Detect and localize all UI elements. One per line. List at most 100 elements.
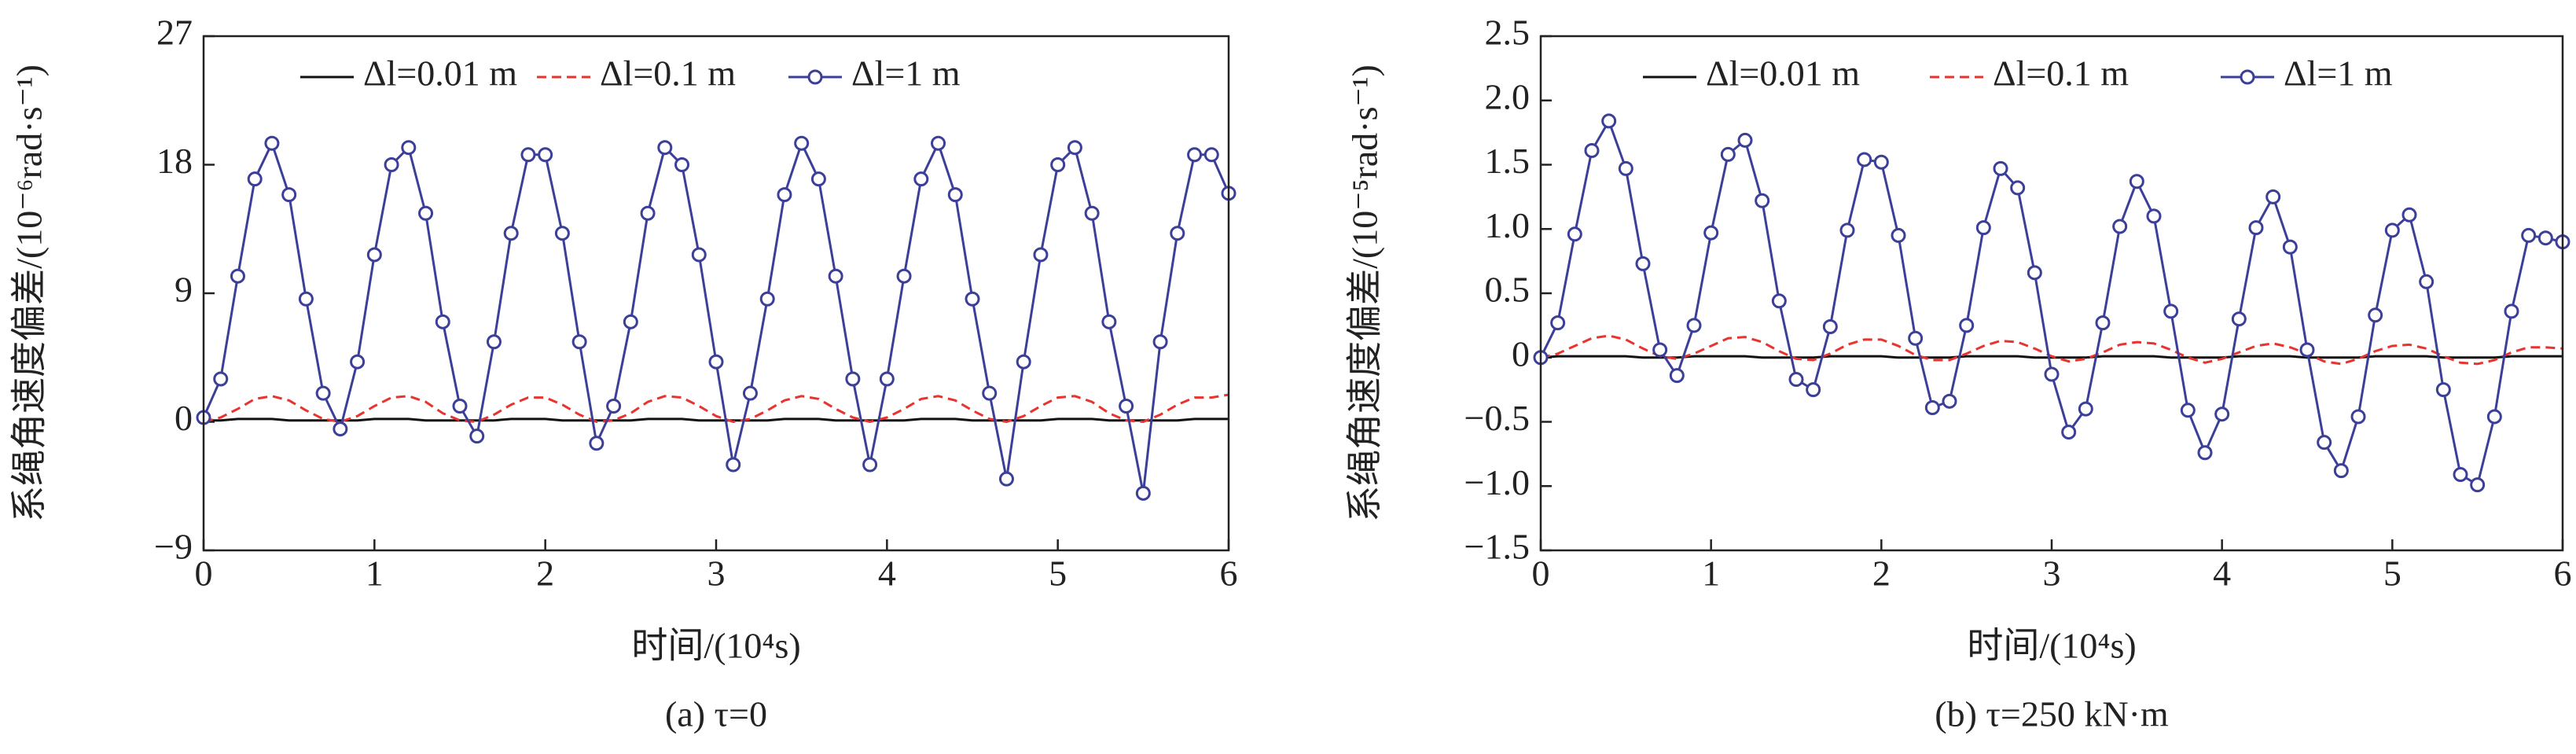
marker <box>2299 342 2315 358</box>
marker <box>1806 382 1821 398</box>
marker <box>503 226 519 241</box>
marker <box>384 157 399 172</box>
marker <box>2163 303 2179 319</box>
marker <box>2537 230 2553 246</box>
x-tick-label: 1 <box>366 554 384 594</box>
marker <box>1601 113 1617 129</box>
marker <box>1618 160 1633 176</box>
marker <box>606 399 622 414</box>
marker <box>965 291 980 307</box>
marker <box>469 428 485 444</box>
marker <box>2504 303 2519 319</box>
plot-frame <box>1539 35 2564 552</box>
marker <box>1033 247 1049 263</box>
y-tick-label: 0 <box>1512 333 1530 373</box>
x-tick-label: 6 <box>1220 554 1238 594</box>
series-line <box>1541 334 2563 366</box>
marker <box>2317 435 2332 451</box>
y-tick-label: 1.0 <box>1485 205 1531 245</box>
marker <box>1788 372 1804 388</box>
marker <box>794 135 810 151</box>
y-tick-label: 0 <box>175 398 193 438</box>
marker <box>2435 382 2451 398</box>
marker <box>1567 226 1582 242</box>
marker <box>1720 146 1736 162</box>
marker <box>691 247 707 263</box>
marker <box>1050 157 1066 172</box>
marker <box>1703 225 1719 241</box>
y-tick-label: −1.0 <box>1464 462 1530 502</box>
marker <box>657 140 673 156</box>
x-tick-label: 5 <box>1049 554 1067 594</box>
marker <box>366 247 382 263</box>
marker <box>486 334 502 350</box>
x-tick-label: 0 <box>195 554 213 594</box>
x-tick-label: 5 <box>2383 554 2401 594</box>
plot-frame <box>202 35 1230 552</box>
x-tick-label: 4 <box>2213 554 2231 594</box>
marker <box>1187 147 1203 163</box>
marker <box>418 205 434 221</box>
marker <box>2010 180 2026 196</box>
marker <box>708 354 724 370</box>
marker <box>1119 399 1134 414</box>
marker <box>1959 318 1975 333</box>
marker <box>1755 193 1770 208</box>
y-tick-label: −1.5 <box>1464 527 1530 567</box>
marker <box>1067 140 1082 156</box>
marker <box>2095 315 2111 331</box>
marker <box>1839 223 1855 238</box>
marker <box>1857 152 1872 167</box>
x-tick-label: 3 <box>2043 554 2061 594</box>
y-tick-label: 1.5 <box>1485 141 1531 181</box>
x-tick-label: 2 <box>536 554 554 594</box>
marker <box>1652 342 1668 358</box>
marker <box>1975 220 1991 236</box>
series-line <box>1541 355 2563 359</box>
legend-label: Δl=0.01 m <box>363 53 517 94</box>
marker <box>1584 143 1600 159</box>
caption: (a) τ=0 <box>665 694 767 734</box>
series-line <box>1541 118 2563 487</box>
marker <box>2129 174 2144 189</box>
y-tick-label: −9 <box>154 527 193 567</box>
x-tick-label: 4 <box>878 554 896 594</box>
marker <box>2384 223 2400 238</box>
marker <box>810 171 826 187</box>
marker <box>2044 366 2060 382</box>
legend-label: Δl=1 m <box>851 53 961 94</box>
marker <box>640 205 656 221</box>
y-tick-label: 9 <box>175 270 193 310</box>
x-tick-label: 3 <box>707 554 726 594</box>
x-tick-label: 1 <box>1702 554 1720 594</box>
marker <box>2231 311 2247 327</box>
y-tick-label: 2.0 <box>1485 76 1531 116</box>
marker <box>1873 154 1889 170</box>
marker <box>2350 409 2366 425</box>
marker <box>2197 445 2213 461</box>
marker <box>281 187 297 203</box>
marker <box>589 436 604 451</box>
marker <box>982 385 998 401</box>
marker <box>350 354 366 370</box>
y-axis-label: 系绳角速度偏差/(10⁻⁶rad·s⁻¹) <box>9 64 50 522</box>
series-line <box>204 417 1229 422</box>
marker <box>2419 274 2435 289</box>
marker <box>1101 314 1117 329</box>
y-tick-label: 27 <box>156 13 193 53</box>
marker <box>2521 227 2537 243</box>
marker <box>777 187 792 203</box>
chart: −1.5 −1.0 −0.5 0 0.5 1.0 1.5 2.0 2.5 0 1 2 3 4 5 6 Δl=0.… <box>1345 13 2572 734</box>
x-tick-label: 0 <box>1532 554 1550 594</box>
marker <box>1924 400 1940 416</box>
legend-marker <box>2240 69 2255 85</box>
y-tick-label: 0.5 <box>1485 270 1531 310</box>
marker <box>2265 189 2281 204</box>
marker <box>298 291 314 307</box>
marker <box>2401 207 2417 223</box>
marker <box>2061 425 2077 440</box>
marker <box>1135 485 1151 501</box>
marker <box>1170 226 1185 241</box>
marker <box>862 457 878 473</box>
